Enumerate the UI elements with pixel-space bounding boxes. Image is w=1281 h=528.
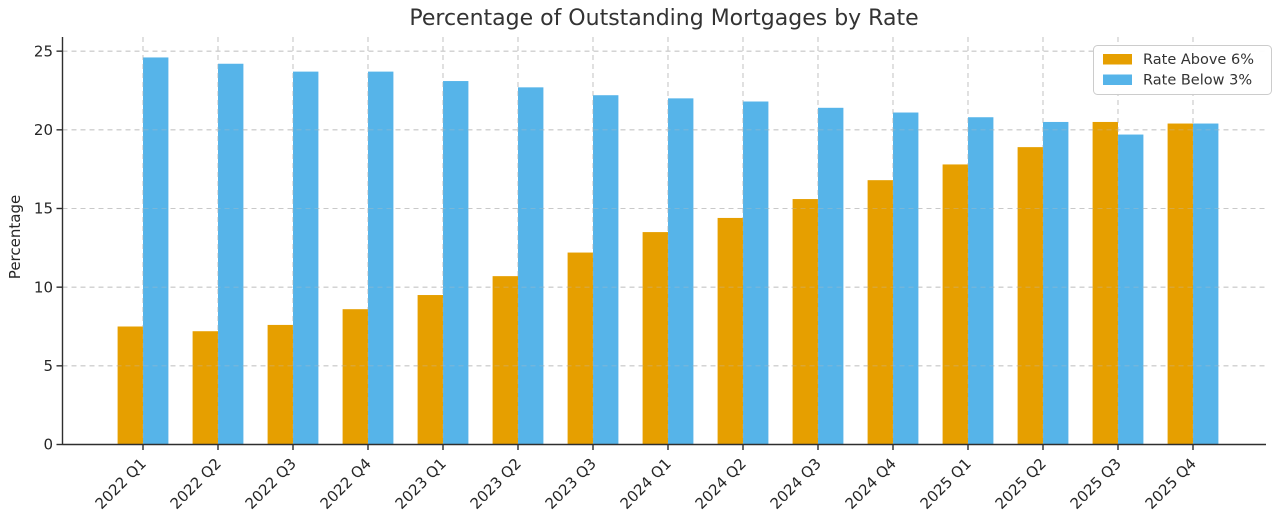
x-tick-label: 2023 Q3 [542,455,600,513]
x-tick-label: 2022 Q4 [317,455,375,513]
x-tick-label: 2023 Q2 [467,455,525,513]
legend-swatch-rate-below-3 [1103,74,1132,85]
y-tick-label: 5 [43,357,53,375]
bar-rate-above-6 [1167,123,1193,445]
x-tick-label: 2025 Q1 [917,455,975,513]
legend-label-rate-above-6: Rate Above 6% [1143,52,1254,68]
bar-rate-above-6 [1092,121,1118,445]
bar-rate-below-3 [1118,134,1144,445]
bar-rate-below-3 [518,87,544,445]
bar-rate-above-6 [267,324,293,445]
x-tick-label: 2024 Q4 [842,455,900,513]
x-tick-label: 2024 Q3 [767,455,825,513]
bar-rate-above-6 [492,276,518,445]
bar-rate-above-6 [642,232,668,445]
x-tick-label: 2022 Q1 [92,455,150,513]
bar-rate-below-3 [1193,123,1219,445]
chart-title: Percentage of Outstanding Mortgages by R… [409,6,918,31]
x-tick-label: 2024 Q1 [617,455,675,513]
y-axis-label: Percentage [6,195,24,279]
y-tick-label: 10 [34,278,53,296]
x-tick-label: 2023 Q1 [392,455,450,513]
bar-rate-above-6 [342,309,368,445]
bar-rate-above-6 [117,326,143,445]
bar-rate-below-3 [218,63,244,445]
y-tick-label: 25 [34,42,53,60]
legend: Rate Above 6% Rate Below 3% [1093,45,1272,95]
y-tick-label: 15 [34,200,53,218]
bar-rate-above-6 [567,252,593,445]
bars-layer [117,57,1219,445]
bar-rate-below-3 [293,71,319,445]
bar-rate-above-6 [417,295,443,445]
bar-rate-below-3 [968,117,994,445]
y-tick-label: 20 [34,121,53,139]
bar-rate-above-6 [867,180,893,445]
bar-rate-above-6 [1017,147,1043,445]
x-tick-label: 2024 Q2 [692,455,750,513]
bar-rate-below-3 [593,95,619,445]
bar-rate-above-6 [942,164,968,445]
legend-label-rate-below-3: Rate Below 3% [1143,73,1252,89]
bar-rate-below-3 [893,112,919,445]
x-tick-label: 2025 Q2 [992,455,1050,513]
bar-rate-below-3 [668,98,694,445]
bar-rate-below-3 [818,107,844,445]
y-tick-label: 0 [43,436,53,454]
legend-box [1093,45,1272,95]
x-tick-label: 2025 Q3 [1067,455,1125,513]
x-tick-label: 2022 Q3 [242,455,300,513]
bar-rate-above-6 [192,331,218,445]
bar-rate-below-3 [143,57,169,445]
x-tick-label: 2025 Q4 [1142,455,1200,513]
bar-rate-above-6 [792,199,818,445]
bar-rate-above-6 [717,217,743,445]
bar-rate-below-3 [743,101,769,445]
legend-swatch-rate-above-6 [1103,54,1132,65]
grid-over-layer [62,37,1266,445]
bar-rate-below-3 [1043,121,1069,445]
x-tick-label: 2022 Q2 [167,455,225,513]
bar-rate-below-3 [443,81,469,445]
bar-rate-below-3 [368,71,394,445]
